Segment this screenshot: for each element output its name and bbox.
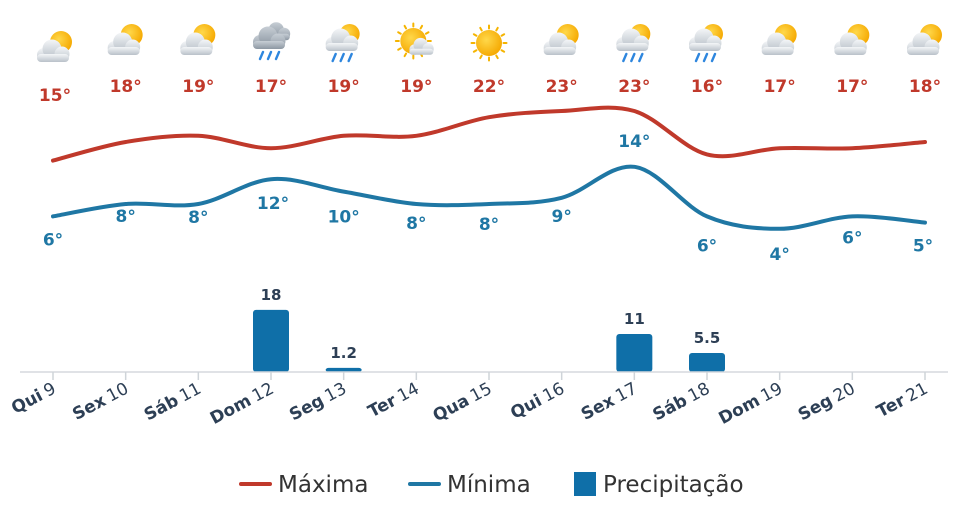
max-temp-label: 15° xyxy=(39,86,71,106)
max-temp-label: 23° xyxy=(618,77,650,97)
legend-item: Mínima xyxy=(408,472,531,498)
max-temp-label: 19° xyxy=(328,77,360,97)
max-temp-label: 19° xyxy=(400,77,432,97)
min-temp-label: 9° xyxy=(551,207,571,227)
x-tick-label: Sex17 xyxy=(578,379,641,425)
sun-cloud-rain-icon xyxy=(616,24,651,63)
precipitation-bar xyxy=(616,334,653,372)
partly-cloudy-icon xyxy=(907,24,942,55)
precipitation-label: 5.5 xyxy=(694,329,721,347)
min-temp-label: 6° xyxy=(43,230,63,250)
precipitation-label: 11 xyxy=(624,310,645,328)
rain-cloud-icon xyxy=(253,22,291,61)
partly-cloudy-icon xyxy=(834,24,870,55)
sun-cloud-rain-icon xyxy=(325,24,360,63)
min-temp-label: 8° xyxy=(406,214,426,234)
max-temp-label: 22° xyxy=(473,77,505,97)
min-temp-label: 6° xyxy=(697,236,717,256)
partly-cloudy-icon xyxy=(180,24,216,55)
min-temp-label: 12° xyxy=(257,194,289,214)
x-tick-label: Dom19 xyxy=(716,379,786,429)
min-temp-label: 14° xyxy=(618,132,650,152)
max-temp-label: 17° xyxy=(836,77,868,97)
min-temp-label: 8° xyxy=(188,208,208,228)
precipitation-label: 18 xyxy=(261,286,282,304)
max-temp-label: 18° xyxy=(909,77,941,97)
max-temp-label: 19° xyxy=(182,77,214,97)
x-tick-label: Sáb11 xyxy=(141,379,205,426)
min-temp-label: 6° xyxy=(842,228,862,248)
x-tick-label: Sex10 xyxy=(69,379,132,425)
x-tick-label: Qua15 xyxy=(430,379,496,427)
x-tick-label: Seg20 xyxy=(795,379,859,426)
mostly-sunny-icon xyxy=(394,22,434,60)
temperature-lines xyxy=(51,105,927,231)
x-tick-label: Ter14 xyxy=(365,379,423,422)
precipitation-bars xyxy=(253,309,725,372)
precipitation-bar xyxy=(253,309,289,372)
legend: Máxima Mínima Precipitação xyxy=(239,472,744,498)
legend-square-swatch xyxy=(574,472,596,496)
legend-label: Mínima xyxy=(447,472,531,498)
max-temp-line xyxy=(51,105,927,163)
legend-label: Máxima xyxy=(278,472,368,498)
legend-item: Precipitação xyxy=(574,472,744,498)
max-temp-label: 17° xyxy=(255,77,287,97)
sun-cloud-rain-icon xyxy=(689,24,723,63)
sun-icon xyxy=(470,24,508,62)
min-temp-line xyxy=(51,164,927,231)
legend-label: Precipitação xyxy=(603,472,744,498)
max-temp-label: 16° xyxy=(691,77,723,97)
max-temp-label: 23° xyxy=(546,77,578,97)
min-temp-label: 5° xyxy=(913,237,933,257)
x-tick-label: Ter21 xyxy=(873,379,931,422)
min-temp-label: 8° xyxy=(115,207,135,227)
x-tick-label: Seg13 xyxy=(286,379,350,426)
min-temp-label: 10° xyxy=(328,208,360,228)
min-temp-label: 8° xyxy=(479,215,499,235)
precipitation-bar xyxy=(689,353,725,372)
x-tick-label: Qui9 xyxy=(8,379,59,419)
x-tick-label: Sáb18 xyxy=(650,379,714,426)
precipitation-bar xyxy=(325,367,362,372)
partly-cloudy-icon xyxy=(543,24,579,55)
precipitation-label: 1.2 xyxy=(330,344,357,362)
max-temp-label: 17° xyxy=(764,77,796,97)
max-temp-label: 18° xyxy=(110,77,142,97)
x-tick-label: Dom12 xyxy=(207,379,277,429)
legend-item: Máxima xyxy=(239,472,368,498)
partly-cloudy-icon xyxy=(761,24,797,55)
partly-cloudy-icon xyxy=(37,31,72,62)
x-tick-label: Qui16 xyxy=(507,379,568,424)
weather-icons xyxy=(37,22,942,63)
min-temp-label: 4° xyxy=(769,245,789,265)
partly-cloudy-icon xyxy=(107,24,143,55)
value-labels: 18 1.2 11 5.5 15° 18° 19° 17° 19° 19° 22° 23° 23° 16°… xyxy=(39,77,941,362)
